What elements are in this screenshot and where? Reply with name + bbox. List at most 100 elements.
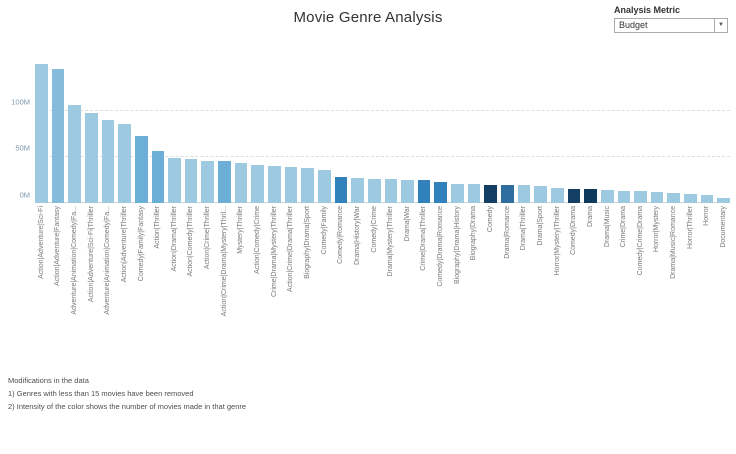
bar[interactable] bbox=[501, 184, 514, 203]
x-axis-label: Comedy|Crime bbox=[370, 206, 378, 253]
x-axis-label: Biography|Drama bbox=[470, 206, 478, 261]
bar[interactable] bbox=[68, 105, 81, 203]
footnote-item-2: 2) Intensity of the color shows the numb… bbox=[8, 402, 247, 411]
bars bbox=[35, 55, 730, 203]
bar[interactable] bbox=[484, 184, 497, 203]
bar[interactable] bbox=[317, 169, 331, 203]
bar[interactable] bbox=[667, 192, 681, 203]
bar[interactable] bbox=[417, 179, 431, 203]
x-label-slot: Crime|Drama|Mystery|Thriller bbox=[268, 206, 281, 358]
bar[interactable] bbox=[218, 161, 231, 203]
bar[interactable] bbox=[201, 160, 215, 203]
gridline-50M bbox=[35, 155, 730, 157]
bar[interactable] bbox=[434, 181, 448, 203]
x-label-slot: Comedy|Family|Fantasy bbox=[135, 206, 148, 358]
bar[interactable] bbox=[617, 191, 631, 203]
chevron-down-icon: ▼ bbox=[714, 19, 727, 32]
x-axis-label: Documentary bbox=[720, 206, 727, 248]
bar[interactable] bbox=[367, 178, 381, 203]
x-axis-label: Drama|Romance bbox=[503, 206, 511, 259]
bar[interactable] bbox=[684, 193, 697, 203]
bar[interactable] bbox=[451, 183, 464, 203]
x-label-slot: Horror|Thriller bbox=[684, 206, 697, 358]
x-label-slot: Horror|Mystery|Thriller bbox=[551, 206, 564, 358]
x-axis-label: Horror|Thriller bbox=[686, 206, 694, 250]
x-label-slot: Comedy|Crime|Drama bbox=[634, 206, 647, 358]
x-label-slot: Adventure|Animation|Comedy|Fa... bbox=[102, 206, 115, 358]
x-axis-label: Comedy|Drama bbox=[570, 206, 578, 255]
x-label-slot: Comedy|Romance bbox=[335, 206, 348, 358]
x-axis-label: Action|Adventure|Sci-Fi|Thriller bbox=[87, 206, 95, 303]
bar[interactable] bbox=[384, 178, 398, 203]
x-axis-label: Drama|War bbox=[403, 206, 411, 242]
bar[interactable] bbox=[101, 119, 115, 203]
bar[interactable] bbox=[84, 113, 98, 203]
bar[interactable] bbox=[650, 191, 664, 203]
bar[interactable] bbox=[600, 190, 614, 203]
x-axis-label: Action|Comedy|Thriller bbox=[187, 206, 195, 277]
analysis-metric-label: Analysis Metric bbox=[614, 5, 681, 15]
bar[interactable] bbox=[634, 191, 647, 203]
x-label-slot: Biography|Drama|History bbox=[451, 206, 464, 358]
x-axis-label: Crime|Drama|Mystery|Thriller bbox=[270, 206, 278, 298]
bar[interactable] bbox=[534, 186, 547, 203]
x-label-slot: Action|Thriller bbox=[152, 206, 165, 358]
x-axis-label: Drama bbox=[586, 206, 594, 228]
x-label-slot: Drama|War bbox=[401, 206, 414, 358]
x-label-slot: Comedy|Crime bbox=[368, 206, 381, 358]
bar[interactable] bbox=[134, 136, 148, 203]
x-axis-label: Biography|Drama|Sport bbox=[303, 206, 311, 279]
x-axis-label: Action|Drama|Thriller bbox=[170, 206, 178, 272]
bar[interactable] bbox=[251, 165, 264, 203]
y-tick-label: 50M bbox=[15, 143, 30, 153]
bar[interactable] bbox=[467, 183, 481, 203]
bar[interactable] bbox=[334, 177, 348, 203]
bar[interactable] bbox=[51, 68, 65, 203]
bar[interactable] bbox=[151, 151, 165, 203]
bar[interactable] bbox=[234, 163, 248, 203]
x-axis-label: Action|Adventure|Sci-Fi bbox=[37, 206, 45, 279]
bar[interactable] bbox=[184, 158, 198, 203]
x-axis-label: Action|Thriller bbox=[154, 206, 162, 249]
bar[interactable] bbox=[717, 198, 730, 203]
x-label-slot: Comedy|Drama bbox=[568, 206, 581, 358]
x-axis-label: Biography|Drama|History bbox=[453, 206, 461, 284]
analysis-metric-dropdown[interactable]: Budget ▼ bbox=[614, 18, 728, 33]
bar[interactable] bbox=[584, 189, 597, 203]
x-label-slot: Action|Adventure|Thriller bbox=[118, 206, 131, 358]
x-label-slot: Action|Comedy|Thriller bbox=[185, 206, 198, 358]
footnote-item-1: 1) Genres with less than 15 movies have … bbox=[8, 389, 194, 398]
bar[interactable] bbox=[700, 194, 714, 203]
bar[interactable] bbox=[168, 157, 181, 203]
x-label-slot: Action|Adventure|Fantasy bbox=[52, 206, 65, 358]
x-axis-label: Action|Crime|Drama|Mystery|Thril... bbox=[220, 206, 228, 317]
bar[interactable] bbox=[550, 188, 564, 203]
x-axis-label: Action|Crime|Thriller bbox=[204, 206, 212, 270]
footnote-title: Modifications in the data bbox=[8, 376, 89, 385]
analysis-metric-parameter: Analysis Metric Budget ▼ bbox=[614, 5, 728, 33]
x-label-slot: Action|Adventure|Sci-Fi bbox=[35, 206, 48, 358]
bar[interactable] bbox=[567, 189, 581, 203]
x-label-slot: Action|Crime|Thriller bbox=[201, 206, 214, 358]
x-axis-label: Drama|Thriller bbox=[520, 206, 528, 251]
x-axis-label: Action|Crime|Drama|Thriller bbox=[287, 206, 295, 292]
x-label-slot: Comedy|Drama|Romance bbox=[434, 206, 447, 358]
x-axis-label: Drama|Music|Romance bbox=[670, 206, 678, 279]
bar[interactable] bbox=[268, 166, 281, 203]
bar[interactable] bbox=[35, 64, 48, 203]
x-label-slot: Horror|Mystery bbox=[651, 206, 664, 358]
bar[interactable] bbox=[301, 167, 314, 203]
x-axis-label: Crime|Drama bbox=[620, 206, 628, 248]
page-title: Movie Genre Analysis bbox=[293, 9, 443, 26]
x-label-slot: Adventure|Animation|Comedy|Fa... bbox=[68, 206, 81, 358]
x-axis-label: Drama|Mystery|Thriller bbox=[387, 206, 395, 277]
x-axis-label: Comedy bbox=[487, 206, 494, 233]
footnotes: Modifications in the data 1) Genres with… bbox=[8, 374, 246, 413]
bar[interactable] bbox=[517, 185, 531, 203]
bar[interactable] bbox=[351, 178, 364, 203]
bar[interactable] bbox=[118, 123, 131, 203]
bar[interactable] bbox=[284, 166, 298, 203]
gridline-100M bbox=[35, 109, 730, 111]
bar[interactable] bbox=[401, 179, 414, 203]
